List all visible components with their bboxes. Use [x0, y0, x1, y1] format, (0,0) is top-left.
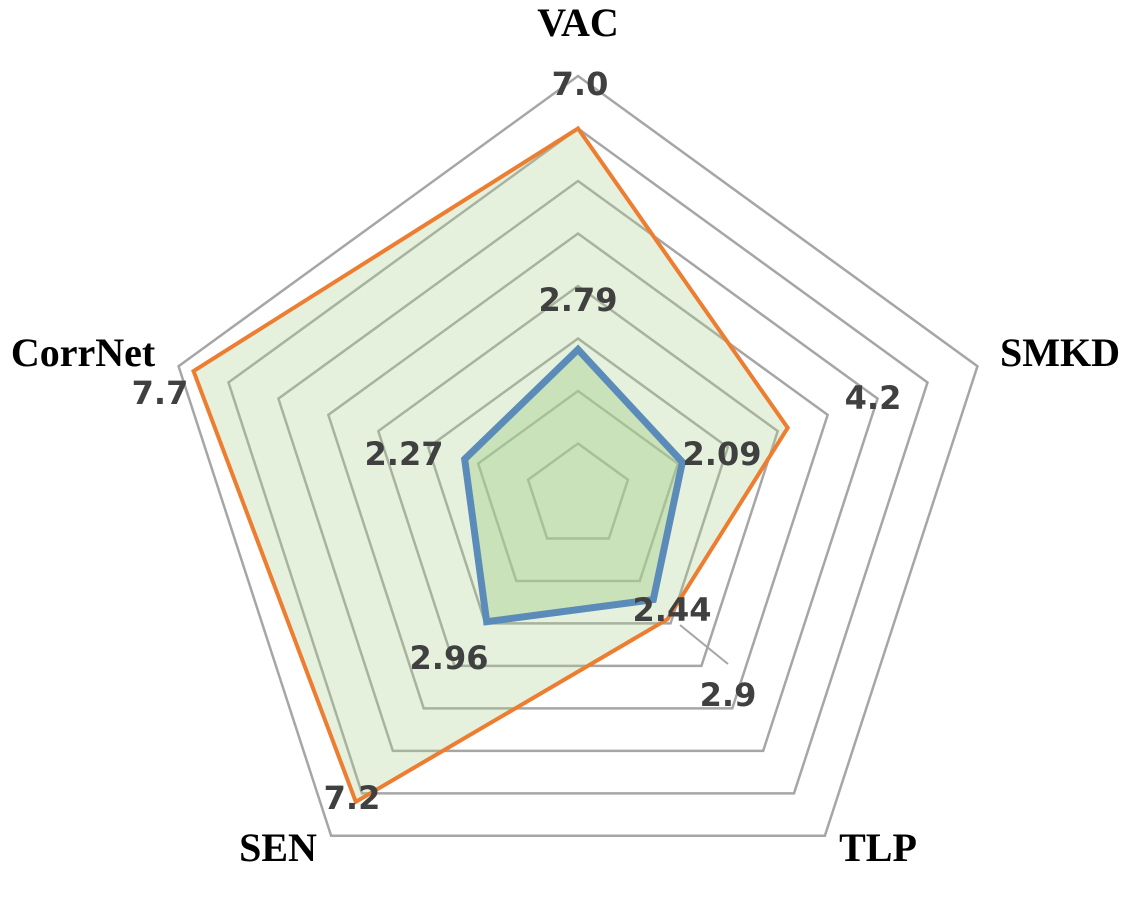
- data-label: 2.09: [683, 435, 762, 473]
- grid-ring: [476, 389, 680, 583]
- data-label: 2.9: [700, 676, 757, 714]
- data-label: 2.96: [410, 639, 489, 677]
- series-area: [191, 125, 791, 805]
- category-label: SEN: [239, 825, 317, 870]
- data-label: 2.79: [539, 281, 618, 319]
- grid-ring: [526, 441, 630, 540]
- data-label: 2.27: [365, 435, 444, 473]
- grid-ring: [276, 179, 880, 753]
- grid-ring: [376, 284, 780, 668]
- category-label: VAC: [537, 0, 619, 45]
- data-label: 4.2: [845, 379, 902, 417]
- grid-ring: [426, 336, 730, 625]
- data-label: 2.44: [633, 591, 712, 629]
- grid-ring: [177, 74, 979, 838]
- grid-ring: [326, 231, 830, 710]
- category-label: TLP: [839, 825, 917, 870]
- category-label: CorrNet: [11, 330, 156, 375]
- data-label: 7.2: [324, 779, 381, 817]
- category-label: SMKD: [1000, 330, 1120, 375]
- leader-line: [679, 624, 729, 665]
- grid-ring: [227, 126, 929, 795]
- data-label: 7.7: [132, 374, 189, 412]
- data-label: 7.0: [552, 65, 609, 103]
- series-area: [460, 344, 687, 626]
